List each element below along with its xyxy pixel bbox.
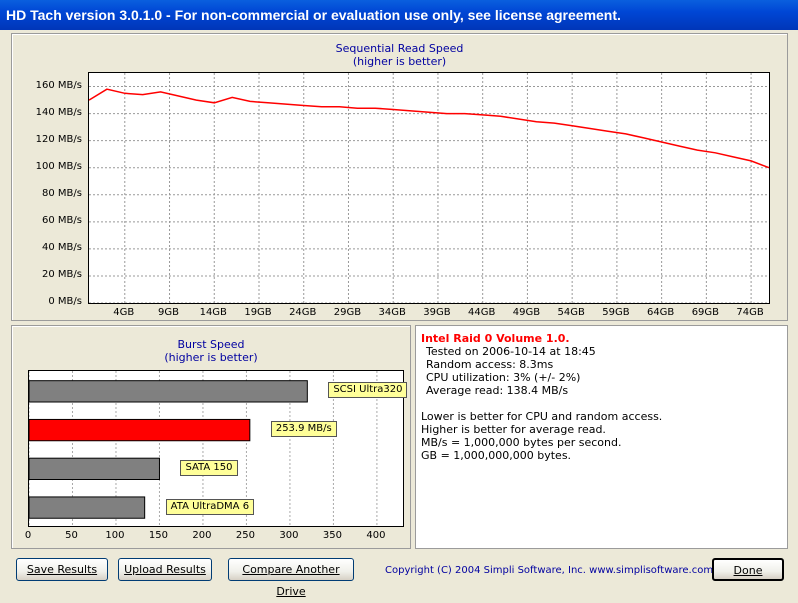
burst-chart-plot xyxy=(28,370,404,527)
read-x-tick-label: 39GB xyxy=(423,307,451,318)
read-chart-subtitle: (higher is better) xyxy=(352,55,447,68)
burst-x-tick-label: 50 xyxy=(65,530,78,541)
read-chart-panel: Sequential Read Speed (higher is better)… xyxy=(11,33,788,321)
read-x-tick-label: 29GB xyxy=(333,307,362,318)
note-higher: Higher is better for average read. xyxy=(421,423,606,436)
read-x-tick-label: 44GB xyxy=(468,307,496,318)
compare-drive-label: Compare Another Drive xyxy=(242,563,340,598)
random-access: Random access: 8.3ms xyxy=(426,358,554,371)
read-x-tick-label: 74GB xyxy=(736,307,764,318)
save-results-button[interactable]: Save Results xyxy=(16,558,108,581)
burst-bar xyxy=(29,496,146,519)
read-x-tick-label: 4GB xyxy=(113,307,135,318)
burst-chart-svg xyxy=(29,371,378,526)
upload-results-button[interactable]: Upload Results xyxy=(118,558,212,581)
read-y-tick-label: 60 MB/s xyxy=(42,214,82,226)
burst-bar xyxy=(29,418,251,442)
compare-drive-button[interactable]: Compare Another Drive xyxy=(228,558,354,598)
save-results-label: Save Results xyxy=(26,563,98,576)
read-x-tick-label: 69GB xyxy=(691,307,720,318)
read-chart-plot xyxy=(88,72,770,304)
read-x-tick-label: 54GB xyxy=(557,307,585,318)
read-y-tick-label: 140 MB/s xyxy=(35,106,82,118)
read-y-tick-label: 80 MB/s xyxy=(42,187,82,199)
read-y-tick-label: 20 MB/s xyxy=(42,268,82,280)
upload-results-label: Upload Results xyxy=(124,563,206,576)
burst-x-tick-label: 150 xyxy=(148,530,168,541)
read-y-tick-label: 100 MB/s xyxy=(35,160,82,172)
drive-name: Intel Raid 0 Volume 1.0. xyxy=(421,332,570,345)
read-x-tick-label: 24GB xyxy=(289,307,317,318)
read-chart-svg xyxy=(89,73,769,303)
read-chart-title: Sequential Read Speed xyxy=(335,42,464,55)
read-y-tick-label: 40 MB/s xyxy=(42,241,82,253)
burst-x-tick-label: 200 xyxy=(192,530,212,541)
read-x-tick-label: 19GB xyxy=(244,307,272,318)
read-x-tick-label: 34GB xyxy=(378,307,406,318)
burst-bar-label: 253.9 MB/s xyxy=(270,421,337,438)
read-x-tick-label: 64GB xyxy=(646,307,675,318)
read-y-tick-label: 160 MB/s xyxy=(35,79,82,91)
burst-chart-subtitle: (higher is better) xyxy=(164,351,258,364)
cpu-utilization: CPU utilization: 3% (+/- 2%) xyxy=(426,371,581,384)
done-label: Done xyxy=(733,564,763,577)
read-series-line xyxy=(89,88,769,169)
average-read: Average read: 138.4 MB/s xyxy=(426,384,569,397)
burst-bar-label: ATA UltraDMA 6 xyxy=(165,498,255,515)
burst-x-tick-label: 100 xyxy=(105,530,125,541)
window-title: HD Tach version 3.0.1.0 - For non-commer… xyxy=(0,0,798,30)
burst-x-tick-label: 300 xyxy=(279,530,299,541)
burst-chart-panel: Burst Speed (higher is better) SCSI Ultr… xyxy=(11,325,411,549)
burst-x-tick-label: 400 xyxy=(366,530,386,541)
burst-x-tick-label: 350 xyxy=(322,530,342,541)
done-button[interactable]: Done xyxy=(712,558,784,581)
read-y-tick-label: 120 MB/s xyxy=(35,133,82,145)
burst-chart-title: Burst Speed xyxy=(177,338,245,351)
info-panel: Intel Raid 0 Volume 1.0. Tested on 2006-… xyxy=(415,325,788,549)
read-y-tick-label: 0 MB/s xyxy=(48,296,82,307)
read-x-tick-label: 14GB xyxy=(199,307,227,318)
burst-x-tick-label: 250 xyxy=(235,530,255,541)
read-x-tick-label: 49GB xyxy=(512,307,541,318)
burst-bar xyxy=(29,380,308,403)
read-x-tick-label: 59GB xyxy=(602,307,630,318)
read-x-tick-label: 9GB xyxy=(158,307,179,318)
note-gb: GB = 1,000,000,000 bytes. xyxy=(421,449,572,462)
burst-x-tick-label: 0 xyxy=(24,530,32,541)
tested-on: Tested on 2006-10-14 at 18:45 xyxy=(426,345,596,358)
note-lower: Lower is better for CPU and random acces… xyxy=(421,410,663,423)
note-mbs: MB/s = 1,000,000 bytes per second. xyxy=(421,436,622,449)
burst-bar xyxy=(29,457,160,480)
copyright-text: Copyright (C) 2004 Simpli Software, Inc.… xyxy=(385,565,714,576)
burst-bar-label: SCSI Ultra320 xyxy=(328,382,408,399)
burst-bar-label: SATA 150 xyxy=(180,459,238,476)
